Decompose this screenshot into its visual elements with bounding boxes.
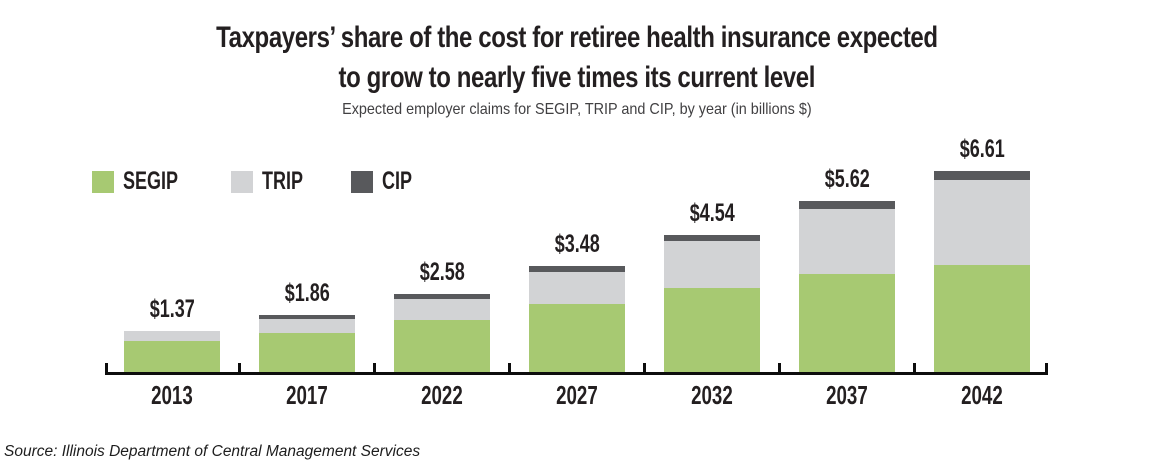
bar-segment-trip-2042 <box>934 180 1030 265</box>
bar-value-text-2037: $5.62 <box>824 165 870 193</box>
axis-tick-1 <box>238 363 241 372</box>
bar-segment-cip-2042 <box>934 171 1030 180</box>
axis-tick-3 <box>508 363 511 372</box>
bar-segment-trip-2032 <box>664 241 760 288</box>
bar-segment-trip-2027 <box>529 272 625 304</box>
axis-tick-7 <box>1045 363 1048 372</box>
axis-tick-2 <box>373 363 376 372</box>
bar-group-2027 <box>529 266 625 372</box>
x-axis-label-2027: 2027 <box>507 380 647 411</box>
legend-label-cip: CIP <box>382 167 413 195</box>
axis-tick-0 <box>105 363 108 372</box>
bar-value-text-2013: $1.37 <box>149 295 195 323</box>
bar-segment-trip-2017 <box>259 319 355 333</box>
x-axis-label-2022: 2022 <box>372 380 512 411</box>
legend: SEGIP TRIP CIP <box>92 167 424 196</box>
bar-value-label-2022: $2.58 <box>372 258 512 287</box>
chart-subtitle-text: Expected employer claims for SEGIP, TRIP… <box>342 101 812 118</box>
axis-tick-5 <box>778 363 781 372</box>
x-axis-label-text-2037: 2037 <box>826 380 868 410</box>
legend-swatch-segip <box>92 170 114 193</box>
x-axis-label-2037: 2037 <box>777 380 917 411</box>
bar-value-label-2013: $1.37 <box>102 295 242 324</box>
bar-group-2013 <box>124 331 220 372</box>
chart-title-line-2: to grow to nearly five times its current… <box>338 61 816 94</box>
bar-segment-segip-2032 <box>664 288 760 372</box>
x-axis-label-text-2042: 2042 <box>961 380 1003 410</box>
legend-label-trip: TRIP <box>262 167 304 195</box>
bar-segment-segip-2037 <box>799 274 895 372</box>
bar-group-2032 <box>664 235 760 372</box>
bar-value-text-2017: $1.86 <box>284 279 330 307</box>
bar-value-label-2042: $6.61 <box>912 135 1052 164</box>
chart-title-line-1: Taxpayers’ share of the cost for retiree… <box>216 21 938 54</box>
bar-segment-segip-2022 <box>394 320 490 372</box>
bar-segment-segip-2017 <box>259 333 355 372</box>
bar-group-2042 <box>934 171 1030 372</box>
bar-segment-cip-2037 <box>799 201 895 209</box>
bar-segment-cip-2032 <box>664 235 760 241</box>
legend-swatch-trip <box>231 170 254 193</box>
bar-group-2037 <box>799 201 895 372</box>
chart-subtitle: Expected employer claims for SEGIP, TRIP… <box>0 101 1154 119</box>
legend-label-segip: SEGIP <box>123 167 179 195</box>
legend-item-cip: CIP <box>351 167 424 196</box>
axis-tick-4 <box>643 363 646 372</box>
x-axis-label-2032: 2032 <box>642 380 782 411</box>
legend-item-trip: TRIP <box>231 167 319 196</box>
bar-segment-trip-2013 <box>124 331 220 341</box>
source-note: Source: Illinois Department of Central M… <box>4 443 421 460</box>
x-axis-label-text-2027: 2027 <box>556 380 598 410</box>
bar-segment-trip-2037 <box>799 209 895 274</box>
bar-value-text-2032: $4.54 <box>689 199 735 227</box>
legend-item-segip: SEGIP <box>92 167 199 196</box>
x-axis-label-2013: 2013 <box>102 380 242 411</box>
bar-value-label-2032: $4.54 <box>642 199 782 228</box>
bar-value-text-2022: $2.58 <box>419 258 465 286</box>
x-axis-label-2042: 2042 <box>912 380 1052 411</box>
bar-value-text-2042: $6.61 <box>959 135 1005 163</box>
x-axis-label-text-2022: 2022 <box>421 380 463 410</box>
x-axis-line <box>105 372 1048 375</box>
bar-segment-cip-2022 <box>394 294 490 299</box>
bar-segment-segip-2042 <box>934 265 1030 372</box>
bar-value-text-2027: $3.48 <box>554 230 600 258</box>
bar-value-label-2037: $5.62 <box>777 165 917 194</box>
bar-segment-segip-2013 <box>124 341 220 372</box>
x-axis-label-text-2017: 2017 <box>286 380 328 410</box>
chart-title: Taxpayers’ share of the cost for retiree… <box>0 18 1154 98</box>
axis-tick-6 <box>913 363 916 372</box>
bar-value-label-2027: $3.48 <box>507 230 647 259</box>
legend-swatch-cip <box>351 170 374 193</box>
x-axis-label-text-2013: 2013 <box>151 380 193 410</box>
bar-value-label-2017: $1.86 <box>237 279 377 308</box>
bar-segment-segip-2027 <box>529 304 625 372</box>
bar-group-2017 <box>259 315 355 372</box>
bar-segment-cip-2027 <box>529 266 625 272</box>
bar-group-2022 <box>394 294 490 372</box>
bar-segment-trip-2022 <box>394 299 490 320</box>
bar-segment-cip-2017 <box>259 315 355 319</box>
x-axis-label-text-2032: 2032 <box>691 380 733 410</box>
x-axis-label-2017: 2017 <box>237 380 377 411</box>
